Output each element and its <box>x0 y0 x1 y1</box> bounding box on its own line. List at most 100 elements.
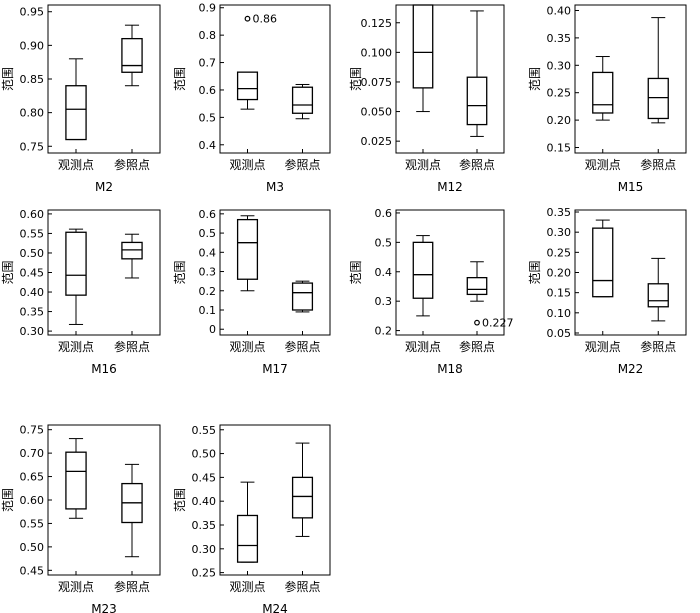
y-tick-label: 0.5 <box>375 236 393 249</box>
y-axis-label: 范围 <box>528 67 542 91</box>
y-tick-label: 0.9 <box>199 2 217 15</box>
y-tick-label: 0.25 <box>192 567 217 580</box>
y-tick-label: 0.75 <box>20 424 45 437</box>
y-tick-label: 0.1 <box>199 304 217 317</box>
box-observed <box>65 228 87 325</box>
iqr-box <box>236 71 259 101</box>
panel-title: M23 <box>91 602 117 613</box>
y-tick-label: 0.55 <box>20 227 45 240</box>
y-tick-label: 0.4 <box>199 246 217 259</box>
x-category-label: 参照点 <box>640 157 676 172</box>
y-tick-label: 0.55 <box>20 517 45 530</box>
x-category-label: 观测点 <box>585 340 621 354</box>
y-tick-label: 0.25 <box>547 246 572 259</box>
y-tick-label: 0.35 <box>20 306 45 319</box>
y-tick-label: 0.15 <box>547 287 572 300</box>
x-category-label: 观测点 <box>229 158 265 172</box>
y-tick-label: 0.50 <box>20 541 45 554</box>
plot-frame <box>47 4 161 154</box>
y-tick-label: 0 <box>209 323 216 336</box>
iqr-box <box>647 77 669 120</box>
y-tick-label: 0.40 <box>192 495 217 508</box>
y-tick-label: 0.20 <box>547 114 572 127</box>
iqr-box <box>412 241 434 299</box>
x-category-label: 参照点 <box>459 157 495 172</box>
y-axis-label: 范围 <box>349 260 363 284</box>
outlier-label: 0.227 <box>482 317 514 330</box>
y-tick-label: 0.95 <box>20 6 45 19</box>
x-category-label: 参照点 <box>114 339 150 354</box>
box-observed <box>236 71 259 110</box>
y-tick-label: 0.30 <box>547 226 572 239</box>
plot-frame <box>574 209 687 336</box>
y-tick-label: 0.3 <box>199 266 217 279</box>
y-tick-label: 0.30 <box>547 59 572 72</box>
y-tick-label: 0.100 <box>361 46 393 59</box>
y-tick-label: 0.6 <box>199 208 217 221</box>
box-observed <box>412 235 434 317</box>
y-tick-label: 0.35 <box>192 519 217 532</box>
iqr-box <box>236 218 259 280</box>
panel-title: M2 <box>95 180 113 194</box>
x-category-label: 观测点 <box>229 340 265 354</box>
y-tick-label: 0.6 <box>375 207 393 220</box>
y-tick-label: 0.4 <box>375 266 393 279</box>
y-tick-label: 0.10 <box>547 307 572 320</box>
panel-title: M17 <box>262 362 288 376</box>
plot-frame <box>395 209 505 336</box>
box-reference <box>121 24 143 87</box>
x-category-label: 观测点 <box>229 580 265 594</box>
iqr-box <box>647 283 669 308</box>
y-tick-label: 0.30 <box>192 543 217 556</box>
x-category-label: 观测点 <box>585 158 621 172</box>
y-tick-label: 0.5 <box>199 227 217 240</box>
y-tick-label: 0.80 <box>20 107 45 120</box>
y-axis-label: 范围 <box>173 67 187 91</box>
box-reference <box>291 83 314 120</box>
y-tick-label: 0.050 <box>361 106 393 119</box>
x-category-label: 参照点 <box>459 339 495 354</box>
iqr-box <box>592 227 614 298</box>
box-reference <box>291 280 314 313</box>
x-category-label: 参照点 <box>114 157 150 172</box>
box-observed <box>592 56 614 121</box>
iqr-box <box>592 71 614 114</box>
x-category-label: 参照点 <box>284 339 320 354</box>
plot-frame <box>219 209 331 336</box>
iqr-box <box>291 282 314 311</box>
box-observed <box>412 4 434 113</box>
iqr-box <box>65 451 87 510</box>
y-tick-label: 0.75 <box>20 140 45 153</box>
panel-title: M16 <box>91 362 117 376</box>
y-tick-label: 0.6 <box>199 84 217 97</box>
box-reference <box>291 442 314 537</box>
panel-title: M18 <box>437 362 463 376</box>
y-tick-label: 0.30 <box>20 325 45 338</box>
y-tick-label: 0.60 <box>20 208 45 221</box>
iqr-box <box>236 514 259 563</box>
y-tick-label: 0.35 <box>547 32 572 45</box>
y-axis-label: 范围 <box>173 260 187 284</box>
y-tick-label: 0.8 <box>199 29 217 42</box>
x-category-label: 观测点 <box>405 158 441 172</box>
box-reference <box>121 233 143 279</box>
y-tick-label: 0.2 <box>375 325 393 338</box>
x-category-label: 观测点 <box>58 580 94 594</box>
plot-frame <box>219 4 331 154</box>
iqr-box <box>121 37 143 73</box>
x-category-label: 观测点 <box>405 340 441 354</box>
y-tick-label: 0.60 <box>20 494 45 507</box>
box-observed <box>236 215 259 292</box>
x-category-label: 观测点 <box>58 158 94 172</box>
plot-frame <box>395 4 505 154</box>
plot-frame <box>219 424 331 576</box>
y-tick-label: 0.25 <box>547 87 572 100</box>
box-reference <box>121 463 143 558</box>
